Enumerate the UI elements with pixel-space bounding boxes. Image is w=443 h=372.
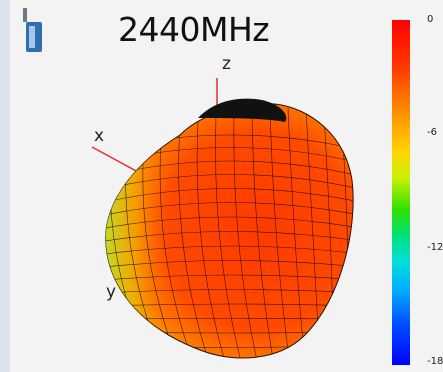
- colorbar-tick-0: 0: [427, 14, 434, 25]
- colorbar-tick-minus12: -12: [427, 242, 443, 253]
- colorbar-tick-minus18: -18: [427, 356, 443, 367]
- colorbar: [392, 20, 410, 365]
- y-axis-label: y: [106, 282, 117, 302]
- x-axis-label: x: [94, 126, 105, 146]
- antenna-icon: [23, 8, 42, 52]
- side-strip: [0, 0, 10, 372]
- colorbar-tick-minus6: -6: [427, 127, 437, 138]
- frequency-title: 2440MHz: [118, 10, 270, 49]
- z-axis-label: z: [222, 54, 231, 74]
- x-axis-line: [91, 146, 139, 173]
